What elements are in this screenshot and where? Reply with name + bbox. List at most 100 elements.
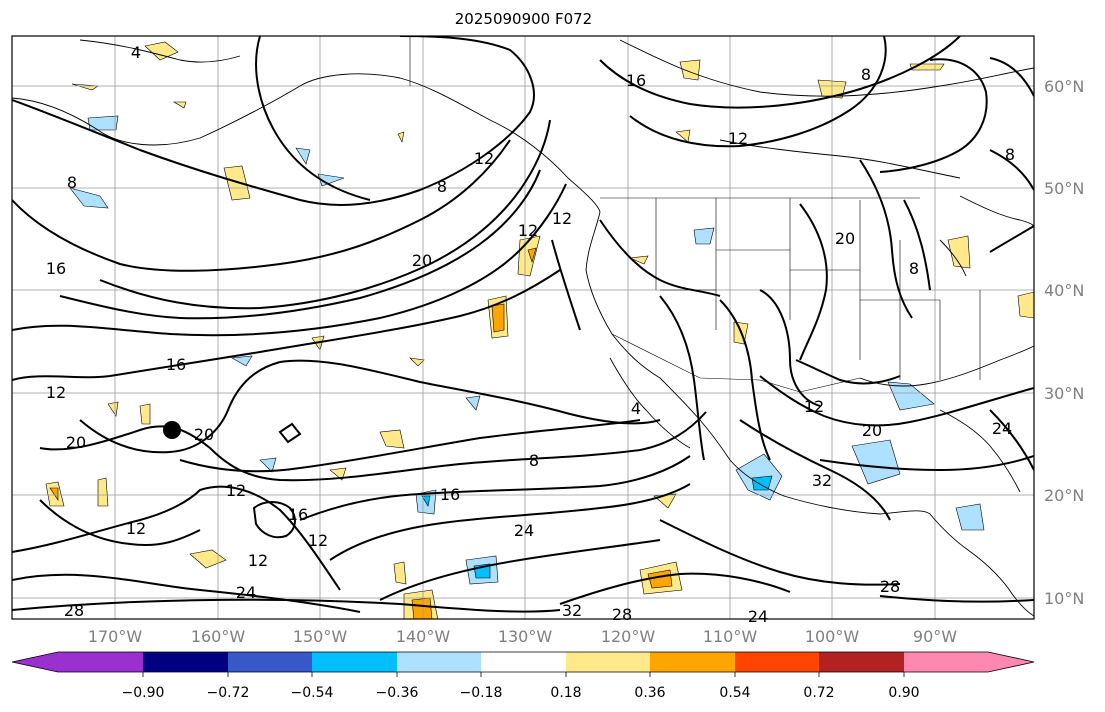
shade-patch [955,503,985,531]
shade-patch [411,597,433,619]
colorbar-segment [566,652,650,672]
colorbar: −0.90 −0.72 −0.54 −0.36 −0.18 0.18 0.36 … [11,651,1035,701]
colorbar-segment [12,652,143,672]
lat-label: 30°N [1044,384,1084,403]
shade-patch [144,41,179,61]
lon-label: 170°W [88,627,143,646]
shade-patch [87,115,119,131]
shade-patch [107,401,119,417]
contour-label: 20 [194,425,214,444]
contour-label: 8 [909,259,919,278]
colorbar-segment [143,652,228,672]
lat-label: 10°N [1044,589,1084,608]
contour-label: 24 [514,521,534,540]
colorbar-ticks [142,672,905,677]
coastlines [12,39,1034,617]
lat-label: 60°N [1044,77,1084,96]
shade-patch [675,129,691,143]
lat-labels: 60°N 50°N 40°N 30°N 20°N 10°N [1044,77,1084,608]
colorbar-tick-label: −0.54 [291,685,334,701]
lon-label: 110°W [703,627,758,646]
shade-patch [1017,291,1034,319]
colorbar-segment [481,652,566,672]
shade-patch [409,357,425,367]
contour-label: 8 [67,173,77,192]
contour-label: 8 [437,177,447,196]
lat-label: 50°N [1044,179,1084,198]
shade-patch [71,83,99,91]
shade-patch [259,457,277,473]
contour-label: 12 [474,149,494,168]
colorbar-tick-label: 0.54 [719,685,750,701]
colorbar-segment [650,652,735,672]
shade-patch [517,235,541,277]
lat-label: 40°N [1044,281,1084,300]
colorbar-tick-labels: −0.90 −0.72 −0.54 −0.36 −0.18 0.18 0.36 … [122,685,920,701]
contour-label: 20 [412,251,432,270]
colorbar-tick-label: 0.90 [888,685,919,701]
contour-label: 8 [1005,145,1015,164]
contour-labels: 4 16 8 12 8 12 8 12 20 12 16 20 8 8 16 1… [46,43,1015,626]
contour-label: 24 [236,583,256,602]
contour-label: 16 [440,485,460,504]
lon-label: 160°W [191,627,246,646]
contour-label: 4 [131,43,141,62]
colorbar-tick-label: 0.18 [550,685,581,701]
contour-label: 12 [518,221,538,240]
contour-label: 12 [804,397,824,416]
shade-patch [172,101,187,109]
contour-label: 4 [631,399,641,418]
shade-patch [647,569,673,589]
lon-label: 90°W [913,627,957,646]
contour-label: 8 [529,451,539,470]
contour-label: 12 [46,383,66,402]
shade-patch [379,429,405,449]
colorbar-outline [11,651,1035,673]
contour-label: 16 [626,71,646,90]
colorbar-tick-label: 0.72 [803,685,834,701]
shade-patch [139,403,151,425]
graticule [12,36,1034,619]
shade-patch [49,487,59,501]
shade-patch [295,147,311,165]
low-center-marker [163,421,181,439]
contour-label: 12 [308,531,328,550]
colorbar-segment [735,652,819,672]
shade-patch [393,561,407,585]
colorbar-segment [904,652,1034,672]
colorbar-segment [819,652,904,672]
contour-label: 28 [880,577,900,596]
colorbar-tick-label: 0.36 [634,685,665,701]
lon-label: 140°W [396,627,451,646]
shade-patch [69,187,109,209]
contour-label: 24 [748,607,768,626]
contour-label: 20 [862,421,882,440]
shade-patch [189,549,227,569]
shade-patch [231,355,253,367]
shade-patch [851,439,901,485]
contour-label: 12 [552,209,572,228]
contour-label: 32 [562,601,582,620]
contour-label: 20 [835,229,855,248]
colorbar-segment [397,652,481,672]
contour-label: 32 [812,471,832,490]
shade-patch [628,255,649,265]
contours [12,36,1034,613]
contour-label: 8 [861,65,871,84]
colorbar-segments [12,652,1034,672]
contour-label: 28 [612,605,632,624]
shade-patch [751,475,773,491]
shade-patch [887,381,935,411]
lon-label: 150°W [293,627,348,646]
lon-label: 120°W [601,627,656,646]
contour-label: 24 [992,419,1012,438]
colorbar-segment [312,652,397,672]
colorbar-tick-label: −0.36 [376,685,419,701]
shade-patch [97,477,109,507]
contour-label: 12 [248,551,268,570]
shade-patch [397,131,405,143]
lon-label: 100°W [805,627,860,646]
colorbar-tick-label: −0.90 [122,685,165,701]
lat-label: 20°N [1044,486,1084,505]
